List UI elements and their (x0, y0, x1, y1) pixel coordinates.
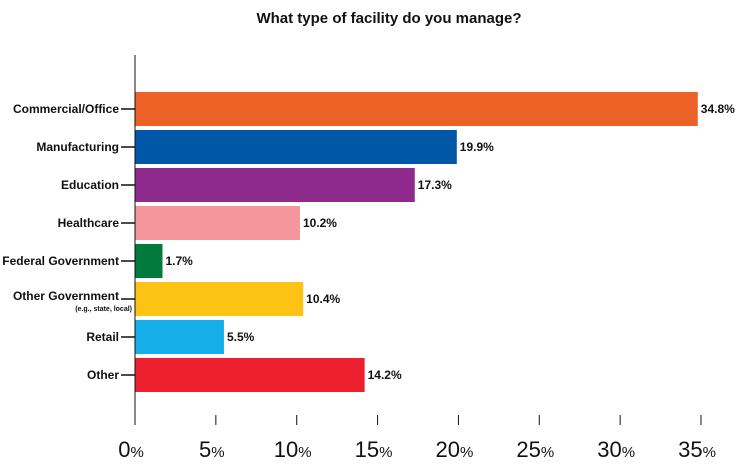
x-tick-number-2: 10 (274, 437, 298, 462)
bar-4 (135, 244, 163, 278)
category-label-5: Other Government (13, 289, 119, 303)
value-label-1: 19.9% (460, 140, 494, 154)
value-labels: 34.8% 19.9% 17.3% 10.2% 1.7% 10.4% 5.5% 14.2% (165, 102, 735, 382)
x-axis-ticks: 0% 5% 10% 15% 20% 25% 30% 35% (118, 415, 716, 462)
category-label-1: Manufacturing (36, 140, 119, 154)
x-tick-unit-7: % (703, 444, 716, 461)
x-tick-number-3: 15 (355, 437, 379, 462)
value-label-2: 17.3% (418, 178, 452, 192)
category-sublabel-5: (e.g., state, local) (75, 306, 132, 313)
x-tick-unit-4: % (460, 444, 473, 461)
category-label-0: Commercial/Office (13, 102, 119, 116)
category-label-2: Education (61, 178, 119, 192)
x-tick-number-5: 25 (516, 437, 540, 462)
x-tick-label-6: 30% (597, 437, 635, 462)
value-label-4: 1.7% (165, 254, 193, 268)
bar-0 (135, 92, 698, 126)
x-tick-label-2: 10% (274, 437, 312, 462)
value-label-3: 10.2% (303, 216, 337, 230)
bar-5 (135, 282, 304, 316)
category-labels: Commercial/Office Manufacturing Education H… (2, 102, 135, 382)
x-tick-label-1: 5% (199, 437, 225, 462)
x-tick-label-0: 0% (118, 437, 144, 462)
x-tick-number-1: 5 (199, 437, 211, 462)
chart-title: What type of facility do you manage? (256, 10, 521, 27)
x-tick-number-0: 0 (118, 437, 130, 462)
x-tick-unit-2: % (298, 444, 311, 461)
x-tick-label-4: 20% (436, 437, 474, 462)
bars-layer (135, 92, 698, 392)
category-label-3: Healthcare (58, 216, 120, 230)
x-tick-number-6: 30 (597, 437, 621, 462)
x-tick-unit-1: % (211, 444, 224, 461)
value-label-0: 34.8% (701, 102, 735, 116)
x-tick-unit-5: % (541, 444, 554, 461)
bar-7 (135, 358, 365, 392)
category-label-7: Other (87, 368, 119, 382)
bar-1 (135, 130, 457, 164)
value-label-5: 10.4% (306, 292, 340, 306)
x-tick-number-7: 35 (678, 437, 702, 462)
x-tick-label-3: 15% (355, 437, 393, 462)
x-tick-unit-0: % (130, 444, 143, 461)
x-tick-number-4: 20 (436, 437, 460, 462)
x-tick-label-7: 35% (678, 437, 716, 462)
category-label-4: Federal Government (2, 254, 119, 268)
x-tick-unit-6: % (622, 444, 635, 461)
value-label-7: 14.2% (368, 368, 402, 382)
category-label-6: Retail (86, 330, 119, 344)
bar-3 (135, 206, 300, 240)
x-tick-unit-3: % (379, 444, 392, 461)
value-label-6: 5.5% (227, 330, 255, 344)
x-tick-label-5: 25% (516, 437, 554, 462)
bar-2 (135, 168, 415, 202)
bar-6 (135, 320, 224, 354)
